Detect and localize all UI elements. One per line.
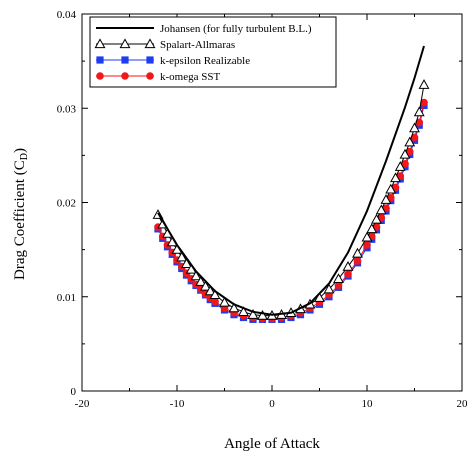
y-tick-label: 0.03 (57, 103, 77, 115)
x-tick-label: 20 (457, 398, 469, 410)
data-point (404, 136, 416, 147)
data-point (366, 223, 378, 234)
data-point (238, 306, 249, 317)
data-point (181, 258, 192, 268)
data-point (380, 194, 392, 204)
data-point (405, 147, 414, 156)
legend-item: k-omega SST (96, 71, 220, 83)
series-layer (152, 45, 430, 323)
y-tick-label: 0 (71, 386, 77, 398)
data-point (413, 106, 425, 117)
y-axis-title-main: Drag Coefficient (C (12, 160, 28, 280)
data-point (195, 276, 207, 286)
data-point (200, 280, 211, 291)
data-point (342, 260, 354, 271)
data-point (344, 270, 352, 278)
series-line (157, 45, 425, 316)
data-point (390, 172, 401, 183)
legend-item: Spalart-Allmaras (94, 38, 235, 51)
legend: Johansen (for fully turbulent B.L.) Spala… (89, 16, 337, 88)
legend-label: Spalart-Allmaras (160, 39, 235, 51)
data-point (204, 285, 216, 296)
data-point (219, 296, 230, 307)
data-point (420, 98, 428, 107)
legend-marker (146, 56, 154, 64)
data-point (385, 183, 397, 194)
series-1 (157, 45, 425, 316)
data-point (371, 213, 382, 224)
data-point (399, 148, 411, 159)
data-point (409, 122, 420, 133)
y-axis-title-close: ) (12, 148, 28, 153)
data-point (211, 297, 219, 306)
legend-marker (146, 72, 154, 80)
data-point (257, 309, 268, 320)
data-point (401, 160, 409, 168)
series-3 (154, 101, 428, 323)
data-point (334, 281, 343, 290)
y-tick-label: 0.01 (57, 292, 76, 304)
data-point (415, 118, 424, 127)
legend-marker (121, 56, 129, 64)
legend-marker (94, 38, 106, 49)
data-point (361, 231, 373, 242)
data-point (190, 270, 202, 281)
data-point (352, 247, 363, 258)
legend-item: Johansen (for fully turbulent B.L.) (96, 23, 312, 35)
data-point (410, 133, 419, 142)
data-point (323, 283, 335, 294)
legend-label: k-epsilon Realizable (160, 55, 250, 67)
y-tick-label: 0.04 (57, 9, 77, 21)
data-point (247, 309, 259, 319)
legend-marker (96, 72, 104, 80)
data-point (375, 204, 387, 215)
legend-label: Johansen (for fully turbulent B.L.) (160, 23, 312, 35)
legend-marker (119, 38, 131, 49)
x-tick-label: 0 (269, 398, 275, 410)
data-point (209, 289, 221, 300)
y-tick-label: 0.02 (57, 198, 76, 210)
data-point (228, 302, 240, 313)
data-point (353, 257, 362, 265)
x-tick-label: -20 (75, 398, 90, 410)
data-point (394, 161, 406, 171)
x-axis-title: Angle of Attack (224, 436, 320, 452)
legend-item: k-epsilon Realizable (96, 55, 250, 67)
data-point (418, 79, 430, 89)
x-tick-label: -10 (170, 398, 185, 410)
x-tick-label: 10 (362, 398, 374, 410)
legend-marker (144, 38, 156, 49)
data-point (176, 251, 188, 262)
y-axis-title: Drag Coefficient (CD) (12, 148, 30, 280)
data-point (333, 273, 344, 284)
legend-marker (96, 56, 104, 64)
legend-marker (121, 72, 129, 80)
axis-tick-labels: -20 -10 0 10 20 0 0.01 0.02 0.03 0.04 (57, 9, 468, 410)
data-point (363, 241, 371, 249)
legend-label: k-omega SST (160, 71, 220, 83)
y-axis-title-subscript: D (19, 153, 30, 160)
